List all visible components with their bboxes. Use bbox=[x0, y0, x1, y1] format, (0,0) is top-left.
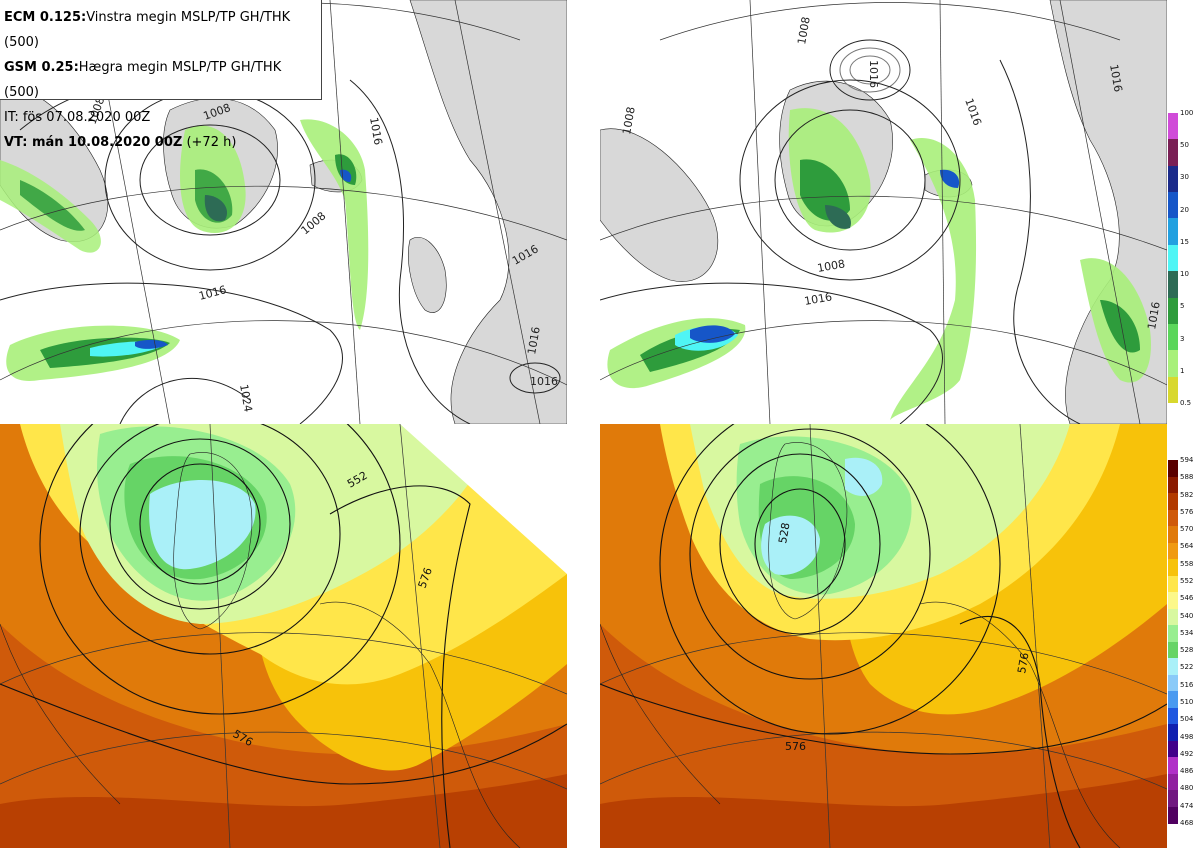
thickness-colorbar-tick-label: 510 bbox=[1180, 698, 1194, 706]
thickness-colorbar-swatch bbox=[1168, 608, 1178, 626]
precip-colorbar-swatch bbox=[1168, 297, 1178, 325]
thickness-colorbar-swatch bbox=[1168, 641, 1178, 659]
thickness-colorbar-tick-label: 474 bbox=[1180, 801, 1194, 810]
land-canada bbox=[600, 128, 719, 282]
thickness-colorbar-swatch bbox=[1168, 674, 1178, 692]
info-line-ecm: ECM 0.125:Vinstra megin MSLP/TP GH/THK (… bbox=[4, 10, 291, 50]
thickness-colorbar-tick-label: 594 bbox=[1180, 456, 1194, 464]
thickness-colorbar-tick-label: 540 bbox=[1180, 611, 1194, 620]
thickness-colorbar-swatch bbox=[1168, 790, 1178, 807]
info-line-valid-time: VT: mán 10.08.2020 00Z (+72 h) bbox=[4, 135, 237, 150]
isobar-label: 1016 bbox=[1145, 301, 1163, 331]
thickness-colorbar-swatch bbox=[1168, 658, 1178, 675]
height-label: 576 bbox=[1015, 652, 1031, 675]
thickness-colorbar-swatch bbox=[1168, 509, 1178, 527]
thickness-colorbar-swatch bbox=[1168, 724, 1178, 741]
gsm-mslp-precip-map: 1008 1008 1016 1016 1016 1008 1016 1016 bbox=[600, 0, 1167, 424]
forecast-info-box: ECM 0.125:Vinstra megin MSLP/TP GH/THK (… bbox=[0, 0, 322, 150]
isobar-label: 1024 bbox=[237, 383, 255, 413]
isobar-label: 1016 bbox=[530, 375, 558, 388]
precip-colorbar-swatch bbox=[1168, 376, 1178, 404]
precip-colorbar: 100 50 30 20 15 10 5 3 1 0.5 bbox=[1168, 109, 1200, 407]
precip-colorbar-tick-label: 100 bbox=[1180, 109, 1194, 117]
isobar-label: 1016 bbox=[367, 116, 385, 146]
graticule-mask-top-right bbox=[400, 424, 567, 574]
precip-colorbar-tick-label: 0.5 bbox=[1180, 399, 1192, 407]
precip-colorbar-tick-label: 3 bbox=[1180, 334, 1185, 343]
precip-colorbar-swatch bbox=[1168, 244, 1178, 272]
isobar-label: 1008 bbox=[816, 257, 846, 275]
thickness-colorbar-tick-label: 468 bbox=[1180, 819, 1194, 827]
isobar-label: 1016 bbox=[867, 60, 880, 88]
height-label: 576 bbox=[785, 740, 806, 753]
thickness-colorbar-swatch bbox=[1168, 740, 1178, 758]
thickness-colorbar-tick-label: 564 bbox=[1180, 542, 1194, 551]
thickness-colorbar-tick-label: 504 bbox=[1180, 715, 1194, 724]
thickness-colorbar-swatch bbox=[1168, 559, 1178, 576]
land-scandinavia bbox=[409, 0, 567, 424]
thickness-colorbar-tick-label: 588 bbox=[1180, 473, 1194, 482]
thickness-colorbar-swatch bbox=[1168, 460, 1178, 477]
isobar-label: 1016 bbox=[525, 326, 543, 356]
precip-colorbar-swatch bbox=[1168, 271, 1178, 299]
thickness-colorbar-tick-label: 528 bbox=[1180, 646, 1194, 655]
thickness-colorbar-tick-label: 570 bbox=[1180, 525, 1194, 534]
gsm-thickness-map: 528 576 576 bbox=[600, 424, 1167, 848]
thickness-colorbar-tick-label: 546 bbox=[1180, 594, 1194, 603]
thickness-colorbar-swatch bbox=[1168, 691, 1178, 708]
thickness-colorbar-tick-label: 516 bbox=[1180, 680, 1194, 689]
precip-colorbar-tick-label: 30 bbox=[1180, 173, 1189, 182]
precip-colorbar-swatch bbox=[1168, 192, 1178, 219]
thickness-colorbar: 594 588 582 576 570 564 558 552 546 540 534 528 522 5… bbox=[1168, 456, 1200, 827]
precip-colorbar-tick-label: 10 bbox=[1180, 270, 1189, 279]
isobar-label: 1008 bbox=[620, 106, 638, 136]
thickness-colorbar-tick-label: 522 bbox=[1180, 663, 1194, 672]
thickness-colorbar-tick-label: 534 bbox=[1180, 628, 1194, 637]
thickness-colorbar-swatch bbox=[1168, 575, 1178, 593]
precip-colorbar-tick-label: 50 bbox=[1180, 141, 1189, 150]
ecm-thickness-map: 552 576 576 bbox=[0, 424, 567, 848]
isobar-label: 1016 bbox=[803, 290, 833, 308]
land-britain bbox=[408, 237, 447, 313]
thickness-colorbar-tick-label: 552 bbox=[1180, 577, 1194, 585]
thickness-colorbar-tick-label: 498 bbox=[1180, 732, 1194, 741]
thickness-colorbar-tick-label: 576 bbox=[1180, 507, 1194, 516]
isobar-label: 1008 bbox=[795, 16, 813, 46]
isobar-label: 1016 bbox=[1107, 63, 1125, 93]
precip-colorbar-swatch bbox=[1168, 113, 1178, 140]
thickness-colorbar-tick-label: 582 bbox=[1180, 490, 1194, 499]
thickness-colorbar-swatch bbox=[1168, 592, 1178, 609]
thickness-colorbar-tick-label: 558 bbox=[1180, 559, 1194, 568]
thickness-colorbar-tick-label: 480 bbox=[1180, 784, 1194, 793]
thickness-colorbar-swatch bbox=[1168, 526, 1178, 543]
thickness-colorbar-swatch bbox=[1168, 773, 1178, 791]
thickness-colorbar-tick-label: 486 bbox=[1180, 767, 1194, 776]
precip-colorbar-tick-label: 15 bbox=[1180, 237, 1189, 246]
info-line-init-time: IT: fös 07.08.2020 00Z bbox=[4, 110, 151, 125]
thickness-colorbar-swatch bbox=[1168, 493, 1178, 510]
precip-colorbar-swatch bbox=[1168, 323, 1178, 351]
precip-colorbar-swatch bbox=[1168, 165, 1178, 193]
precip-colorbar-swatch bbox=[1168, 139, 1178, 167]
precip-colorbar-tick-label: 1 bbox=[1180, 366, 1185, 375]
thickness-colorbar-swatch bbox=[1168, 806, 1178, 824]
thickness-colorbar-swatch bbox=[1168, 707, 1178, 725]
precip-colorbar-tick-label: 20 bbox=[1180, 205, 1189, 214]
info-line-gsm: GSM 0.25:Hægra megin MSLP/TP GH/THK (500… bbox=[4, 60, 282, 100]
land-greenland-outline bbox=[768, 442, 848, 620]
thickness-colorbar-swatch bbox=[1168, 542, 1178, 560]
thickness-colorbar-swatch bbox=[1168, 757, 1178, 774]
precip-colorbar-tick-label: 5 bbox=[1180, 302, 1185, 311]
thickness-colorbar-tick-label: 492 bbox=[1180, 749, 1194, 758]
precip-iceland-front bbox=[890, 138, 977, 420]
thickness-colorbar-swatch bbox=[1168, 476, 1178, 494]
precip-colorbar-swatch bbox=[1168, 218, 1178, 246]
height-label: 528 bbox=[776, 522, 792, 545]
thickness-colorbar-swatch bbox=[1168, 625, 1178, 642]
precip-colorbar-swatch bbox=[1168, 350, 1178, 378]
